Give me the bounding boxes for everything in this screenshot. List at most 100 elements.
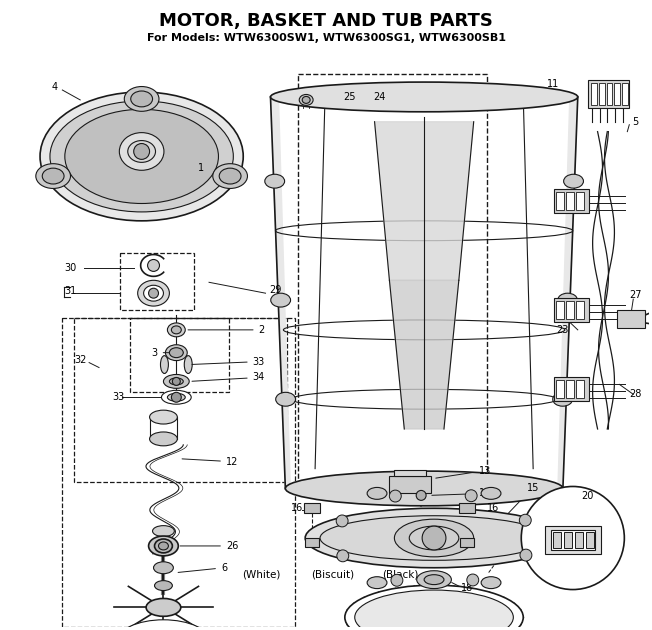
Ellipse shape [36,164,70,188]
Ellipse shape [286,471,563,506]
Circle shape [467,574,479,586]
Ellipse shape [166,345,187,360]
Ellipse shape [153,525,174,537]
Text: 15: 15 [527,483,539,493]
Bar [591,83,597,105]
Ellipse shape [424,575,444,585]
Bar [623,83,629,105]
Ellipse shape [153,562,173,574]
Bar [63,318,295,627]
Text: 20: 20 [582,491,594,501]
Ellipse shape [320,516,548,560]
Bar [130,318,229,392]
Ellipse shape [171,326,181,334]
Ellipse shape [305,508,563,568]
Text: 33: 33 [112,392,124,403]
Text: 23: 23 [557,325,569,335]
Text: 34: 34 [192,372,265,382]
Bar [566,192,574,210]
Text: MOTOR, BASKET AND TUB PARTS: MOTOR, BASKET AND TUB PARTS [159,11,493,30]
Ellipse shape [170,348,183,358]
Ellipse shape [138,280,170,306]
Text: (White): (White) [242,569,280,579]
Bar [460,538,474,547]
Text: 12: 12 [182,457,238,467]
Circle shape [422,526,446,550]
Ellipse shape [185,356,192,374]
Ellipse shape [557,293,578,307]
Ellipse shape [164,374,189,388]
Bar [606,83,612,105]
Ellipse shape [170,378,183,385]
Text: 28: 28 [629,389,642,399]
Ellipse shape [149,410,177,424]
Text: For Models: WTW6300SW1, WTW6300SG1, WTW6300SB1: For Models: WTW6300SW1, WTW6300SG1, WTW6… [147,33,505,43]
Circle shape [336,515,348,527]
Text: 3: 3 [151,348,183,358]
Circle shape [149,289,158,298]
Ellipse shape [65,110,218,203]
Text: 26: 26 [180,541,238,551]
Text: 4: 4 [52,82,57,92]
Text: (Black): (Black) [382,569,419,579]
Bar [617,310,645,328]
Bar [554,298,589,322]
Ellipse shape [149,432,177,446]
Ellipse shape [40,92,243,221]
Text: 16: 16 [291,503,303,513]
Ellipse shape [367,488,387,500]
Circle shape [520,549,532,561]
Text: 18: 18 [460,583,473,593]
Ellipse shape [143,285,164,301]
Ellipse shape [367,576,387,588]
Ellipse shape [128,140,156,163]
Ellipse shape [168,323,185,337]
Ellipse shape [131,91,153,107]
Bar [566,301,574,319]
Text: 33: 33 [192,357,265,367]
Text: 13: 13 [436,466,491,478]
Text: 6: 6 [178,563,227,573]
Ellipse shape [168,393,185,401]
Ellipse shape [158,542,168,550]
Bar [389,476,431,493]
Text: 31: 31 [65,286,76,296]
Text: 27: 27 [629,290,642,300]
Ellipse shape [50,101,233,212]
Text: 11: 11 [547,79,559,89]
Bar [576,192,584,210]
Ellipse shape [155,539,172,553]
Bar [575,532,583,548]
Circle shape [389,490,401,502]
Ellipse shape [553,392,572,406]
Ellipse shape [355,590,513,630]
Text: 1: 1 [198,163,204,173]
Bar [545,526,600,554]
Ellipse shape [125,86,159,112]
Polygon shape [389,280,459,429]
Polygon shape [374,122,474,280]
Bar [554,189,589,213]
Ellipse shape [481,576,501,588]
Circle shape [172,377,181,386]
Ellipse shape [160,356,168,374]
Circle shape [521,486,625,590]
Ellipse shape [271,293,291,307]
Bar [556,301,564,319]
Bar [554,377,589,401]
Ellipse shape [345,585,524,630]
Bar [551,530,595,550]
Circle shape [520,514,531,526]
Bar [566,381,574,398]
Bar [305,538,319,547]
Ellipse shape [299,94,313,105]
Ellipse shape [219,168,241,184]
Text: 2: 2 [188,325,265,335]
Bar [576,381,584,398]
Bar [304,503,320,513]
Circle shape [337,550,349,562]
Bar [74,318,288,481]
Ellipse shape [409,526,459,550]
Bar [585,532,593,548]
Ellipse shape [394,519,474,557]
